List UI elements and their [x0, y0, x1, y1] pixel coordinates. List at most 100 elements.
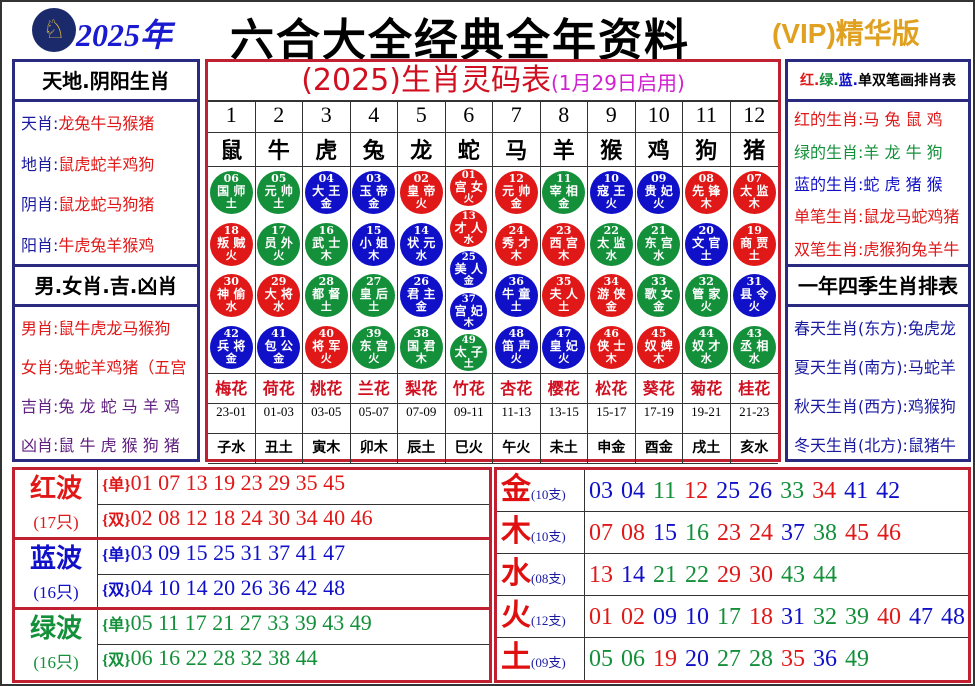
number-ball[interactable]: 02 皇 帝火 — [399, 171, 443, 215]
number-ball[interactable]: 33 歌 女金 — [637, 274, 681, 318]
row-value: 牛虎兔羊猴鸡 — [58, 235, 155, 255]
number-ball[interactable]: 38 国 君木 — [399, 325, 443, 369]
number-ball[interactable]: 12 元 帅金 — [494, 171, 538, 215]
number-ball[interactable]: 30 神 偷水 — [209, 274, 253, 318]
number-ball[interactable]: 07 太 监木 — [732, 171, 776, 215]
ball-column: 12 元 帅金 24 秀 才木 36 牛 童土 48 笛 声火 — [493, 167, 541, 373]
number-ball[interactable]: 06 国 师土 — [209, 171, 253, 215]
flower-cell: 荷花 — [256, 374, 303, 403]
number-ball[interactable]: 26 君 主金 — [399, 274, 443, 318]
ball-number: 03 — [366, 172, 382, 186]
number: 25 — [716, 478, 749, 504]
number: 38 — [813, 520, 845, 546]
number-ball[interactable]: 43 丞 相水 — [732, 325, 776, 369]
ball-title: 太 子 — [454, 344, 483, 359]
number-ball[interactable]: 11 宰 相金 — [542, 171, 586, 215]
hour-range-cell: 15-17 — [588, 404, 636, 433]
number-ball[interactable]: 31 县 令火 — [732, 274, 776, 318]
number-ball[interactable]: 40 将 军火 — [304, 325, 348, 369]
number-ball[interactable]: 19 商 贾土 — [732, 222, 776, 266]
ball-number: 17 — [271, 223, 287, 237]
year-label: 2025年 — [76, 17, 173, 53]
number-ball[interactable]: 17 员 外火 — [257, 222, 301, 266]
zodiac-cell: 虎 — [303, 133, 351, 166]
column-number-cell: 5 — [398, 102, 446, 132]
number-ball[interactable]: 09 贵 妃火 — [637, 171, 681, 215]
ball-element: 木 — [653, 351, 665, 365]
section-body: 天肖:龙兔牛马猴猪 地肖:鼠虎蛇羊鸡狗 阴肖:鼠龙蛇马狗猪 阳肖:牛虎兔羊猴鸡 — [15, 102, 197, 267]
number-ball[interactable]: 13 才 人水 — [450, 210, 488, 248]
element-numbers: 05 06 19 20 27 28 35 36 49 — [585, 638, 968, 680]
number-ball[interactable]: 01 宫 女火 — [450, 169, 488, 207]
ball-number: 21 — [651, 223, 667, 237]
ball-title: 玉 帝 — [359, 184, 388, 199]
number: 44 — [813, 562, 837, 588]
ball-title: 国 师 — [217, 184, 246, 199]
ball-title: 宰 相 — [549, 184, 578, 199]
number-ball[interactable]: 04 大 王金 — [304, 171, 348, 215]
number-ball[interactable]: 36 牛 童土 — [494, 274, 538, 318]
number-ball[interactable]: 45 奴 婢木 — [637, 325, 681, 369]
number-ball[interactable]: 23 西 宫木 — [542, 222, 586, 266]
info-row: 凶肖:鼠 牛 虎 猴 狗 猪 — [15, 432, 197, 456]
number-ball[interactable]: 21 东 宫水 — [637, 222, 681, 266]
number-ball[interactable]: 47 皇 妃火 — [542, 325, 586, 369]
ball-element: 土 — [320, 300, 332, 314]
number-ball[interactable]: 41 包 公金 — [257, 325, 301, 369]
left-panel: 天地.阴阳生肖 天肖:龙兔牛马猴猪 地肖:鼠虎蛇羊鸡狗 阴肖:鼠龙蛇马狗猪 阳肖:牛虎兔… — [12, 59, 200, 462]
number-ball[interactable]: 10 寇 王火 — [589, 171, 633, 215]
wave-group: 红波 (17只) {单}01 07 13 19 23 29 35 45 {双}02 0… — [15, 470, 489, 540]
table-subtitle: (1月29日启用) — [550, 71, 685, 95]
number-ball[interactable]: 18 叛 贼火 — [209, 222, 253, 266]
number-ball[interactable]: 25 美 人金 — [450, 251, 488, 289]
number-ball[interactable]: 34 游 侠金 — [589, 274, 633, 318]
ball-element: 水 — [415, 248, 427, 262]
number-ball[interactable]: 46 侠 士木 — [589, 325, 633, 369]
ball-title: 夫 人 — [549, 287, 578, 302]
zodiac-cell: 马 — [493, 133, 541, 166]
section-body: 男肖:鼠牛虎龙马猴狗 女肖:兔蛇羊鸡猪（五宫 吉肖:兔 龙 蛇 马 羊 鸡凶肖:鼠 … — [15, 307, 197, 464]
number-ball[interactable]: 16 武 士木 — [304, 222, 348, 266]
number: 20 — [685, 646, 717, 672]
number-ball[interactable]: 37 宫 妃木 — [450, 292, 488, 330]
number-ball[interactable]: 49 太 子土 — [450, 333, 488, 371]
even-tag: {双} — [102, 652, 131, 669]
ball-element: 水 — [748, 351, 760, 365]
number-ball[interactable]: 48 笛 声火 — [494, 325, 538, 369]
number-ball[interactable]: 32 管 家火 — [684, 274, 728, 318]
row-value: 鸡猴狗 — [907, 397, 956, 417]
flower-cell: 菊花 — [683, 374, 731, 403]
ball-element: 木 — [558, 248, 570, 262]
row-sep: : — [902, 436, 908, 456]
branch-cell: 戌土 — [683, 434, 731, 463]
flower-cell: 兰花 — [351, 374, 398, 403]
number-ball[interactable]: 20 文 官土 — [684, 222, 728, 266]
zodiac-cell: 羊 — [541, 133, 588, 166]
column-number-cell: 2 — [256, 102, 303, 132]
number-ball[interactable]: 14 状 元水 — [399, 222, 443, 266]
ball-number: 39 — [366, 326, 382, 340]
number: 04 — [621, 478, 653, 504]
info-row: 绿的生肖:羊 龙 牛 狗 — [788, 139, 968, 163]
info-row: 吉肖:兔 龙 蛇 马 羊 鸡 — [15, 393, 197, 417]
ball-element: 火 — [320, 351, 332, 365]
ball-number: 43 — [746, 326, 762, 340]
number-ball[interactable]: 42 兵 将金 — [209, 325, 253, 369]
number-ball[interactable]: 22 太 监水 — [589, 222, 633, 266]
number-ball[interactable]: 27 皇 后土 — [352, 274, 396, 318]
number-ball[interactable]: 08 先 锋木 — [684, 171, 728, 215]
number-ball[interactable]: 39 东 宫火 — [352, 325, 396, 369]
ball-element: 火 — [273, 248, 285, 262]
number-ball[interactable]: 24 秀 才木 — [494, 222, 538, 266]
flower-cell: 梅花 — [208, 374, 256, 403]
number-ball[interactable]: 35 夫 人土 — [542, 274, 586, 318]
number-ball[interactable]: 29 大 将水 — [257, 274, 301, 318]
number: 39 — [845, 604, 877, 630]
number-ball[interactable]: 44 奴 才水 — [684, 325, 728, 369]
number-ball[interactable]: 03 玉 帝金 — [352, 171, 396, 215]
number-ball[interactable]: 28 都 督土 — [304, 274, 348, 318]
number-ball[interactable]: 15 小 姐木 — [352, 222, 396, 266]
element-numbers: 07 08 15 16 23 24 37 38 45 46 — [585, 512, 968, 553]
number-ball[interactable]: 05 元 帅土 — [257, 171, 301, 215]
ball-title: 商 贾 — [740, 235, 769, 250]
